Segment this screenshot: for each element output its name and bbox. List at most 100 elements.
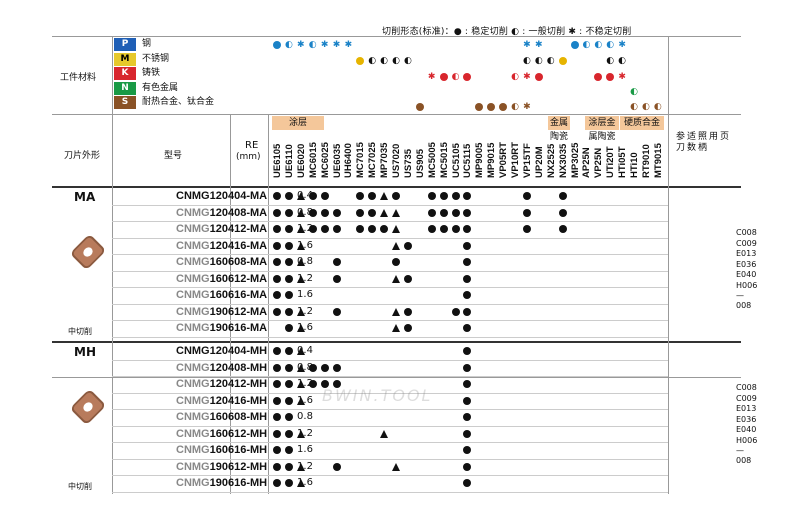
grade-symbol [439, 192, 448, 200]
suitability-p [570, 41, 579, 49]
grade-symbol [273, 274, 281, 283]
row-line [52, 36, 741, 37]
re-value: 1.6 [297, 394, 313, 406]
re-value: 0.4 [297, 190, 313, 201]
grade-uc5105: UC5105 [450, 143, 462, 178]
suitability-m: ◐ [546, 56, 555, 66]
model-prefix: CNMG [176, 444, 210, 456]
suitability-m: ◐ [606, 56, 615, 66]
model-prefix: CNMG [176, 305, 210, 318]
grade-rt9010: RT9010 [640, 144, 652, 178]
row-line [112, 221, 668, 222]
section-subtitle: 中切削 [68, 482, 92, 491]
group-header: 硬质合金 [620, 116, 664, 130]
grade-symbol [558, 208, 567, 217]
grade-symbol [463, 380, 472, 388]
grade-symbol [284, 258, 293, 266]
grade-symbol [463, 258, 472, 266]
ref-page: E040 [736, 425, 757, 434]
model-cnmg120404-mh: CNMG120404-MH [176, 345, 268, 357]
suitability-p: ◐ [606, 40, 615, 50]
grade-symbol [403, 324, 412, 332]
grade-symbol [332, 225, 341, 233]
model-prefix: CNMG [176, 460, 210, 473]
suitability-k: ◐ [511, 72, 519, 82]
model-prefix: CNMG [176, 206, 210, 219]
grade-ue6110: UE6110 [283, 144, 295, 178]
grade-symbol [284, 429, 293, 438]
suitability-m: ◐ [380, 56, 389, 66]
grade-symbol [273, 291, 281, 299]
re-value: 0.4 [297, 345, 313, 356]
grade-symbol [403, 307, 412, 316]
model-cnmg160612-ma: CNMG160612-MA [176, 272, 276, 286]
grade-symbol [439, 225, 448, 233]
grade-symbol [284, 274, 293, 283]
material-letter: N [114, 81, 136, 95]
col-line [112, 36, 113, 494]
grade-symbol [296, 429, 305, 438]
model-code: 120412-MA [209, 223, 268, 235]
grade-symbol [522, 208, 531, 217]
row-line [112, 458, 668, 460]
row-line [112, 270, 668, 272]
grade-mc7015: MC7015 [355, 142, 367, 178]
suitability-m: ◐ [534, 56, 543, 66]
grade-symbol [284, 192, 293, 200]
model-cnmg120412-ma: CNMG120412-MA [176, 222, 276, 236]
model-cnmg120416-mh: CNMG120416-MH [176, 394, 276, 408]
row-line [112, 303, 668, 305]
material-row-S: S 耐热合金、钛合金 [114, 96, 324, 110]
grade-symbol [463, 307, 472, 316]
grade-symbol [296, 225, 305, 233]
grade-symbol [296, 307, 305, 316]
grade-symbol [296, 208, 305, 217]
model-code: 160608-MA [209, 256, 268, 268]
grade-uh6400: UH6400 [343, 143, 355, 178]
grade-symbol [332, 208, 341, 217]
grade-vp05rt: VP05RT [498, 142, 510, 178]
grade-symbol [356, 208, 365, 217]
model-prefix: CNMG [176, 427, 210, 440]
grade-symbol [392, 225, 400, 233]
model-code: 120416-MH [209, 394, 268, 407]
suitability-p: ✱ [344, 40, 353, 50]
model-code: 160616-MH [209, 444, 268, 456]
grade-symbol [463, 396, 472, 405]
row-line [112, 287, 668, 288]
grade-symbol [392, 307, 400, 316]
row-line [112, 336, 668, 338]
grade-symbol [320, 363, 329, 372]
suitability-s: ◐ [641, 102, 650, 112]
ref-page: E013 [736, 249, 757, 258]
suitability-m: ◐ [403, 56, 412, 66]
re-value: 1.2 [297, 460, 313, 472]
model-cnmg160616-mh: CNMG160616-MH [176, 443, 276, 457]
ref-page: H006 [736, 435, 758, 445]
insert-icon [69, 233, 107, 271]
grade-symbol [284, 307, 293, 316]
grade-symbol [273, 429, 281, 438]
grade-symbol [284, 363, 293, 372]
grade-symbol [296, 274, 305, 283]
grade-symbol [403, 274, 412, 283]
grade-symbol [308, 192, 317, 200]
model-prefix: CNMG [176, 411, 210, 423]
re-value: 0.8 [297, 411, 313, 422]
material-label: 工件材料 [60, 73, 97, 83]
model-cnmg120408-ma: CNMG120408-MA [176, 206, 276, 220]
grade-symbol [308, 363, 317, 372]
model-code: 160616-MA [209, 289, 268, 301]
section-mid-line [52, 341, 741, 343]
grade-symbol [296, 396, 305, 405]
model-code: 120408-MH [209, 361, 268, 374]
grade-mt9015: MT9015 [652, 143, 664, 178]
model-cnmg120404-ma: CNMG120404-MA [176, 190, 268, 202]
suitability-p: ✱ [523, 40, 531, 50]
suitability-s [475, 103, 484, 111]
suitability-s: ◐ [653, 102, 662, 112]
grade-symbol [332, 307, 341, 316]
grade-symbol [296, 347, 305, 355]
grade-symbol [296, 479, 305, 487]
group-header: 涂层金属陶瓷 [585, 116, 619, 142]
